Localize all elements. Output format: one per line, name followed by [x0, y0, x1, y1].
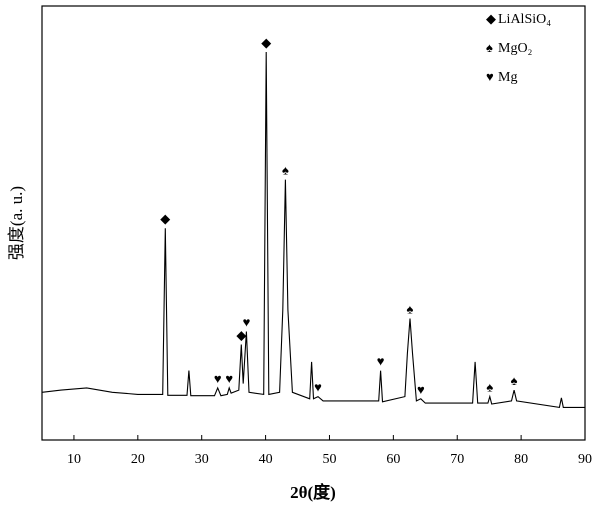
plot-frame — [41, 5, 586, 441]
x-axis-label: 2θ(度) — [290, 482, 336, 502]
peak-marker: ◆ — [160, 211, 170, 226]
legend-label: MgO₂ — [498, 41, 533, 56]
peak-marker: ♠ — [511, 373, 518, 388]
peak-marker: ◆ — [261, 35, 271, 50]
x-tick-label: 70 — [450, 452, 464, 467]
x-tick-label: 90 — [578, 452, 592, 467]
xrd-line — [41, 51, 585, 409]
x-tick-label: 60 — [386, 452, 400, 467]
legend-label: Mg — [498, 70, 517, 85]
x-tick-label: 10 — [67, 452, 81, 467]
y-axis-label: 强度(a. u.) — [7, 186, 26, 260]
legend-symbol: ♥ — [486, 69, 494, 84]
peak-marker: ♥ — [225, 371, 233, 386]
x-tick-label: 80 — [514, 452, 528, 467]
x-tick-label: 20 — [131, 452, 145, 467]
legend-label: LiAlSiO₄ — [498, 12, 551, 27]
peak-marker: ♠ — [282, 163, 289, 178]
peak-marker: ♥ — [243, 314, 251, 329]
peak-marker: ♥ — [314, 380, 322, 395]
legend-symbol: ◆ — [486, 11, 496, 26]
x-tick-label: 50 — [322, 452, 336, 467]
peak-marker: ♥ — [417, 382, 425, 397]
peak-marker: ♥ — [214, 371, 222, 386]
peak-marker: ♥ — [377, 354, 385, 369]
peak-marker: ♠ — [407, 301, 414, 316]
legend-symbol: ♠ — [486, 40, 493, 55]
x-tick-label: 40 — [259, 452, 273, 467]
peak-marker: ◆ — [236, 328, 246, 343]
x-tick-label: 30 — [195, 452, 209, 467]
peak-marker: ♠ — [486, 380, 493, 395]
